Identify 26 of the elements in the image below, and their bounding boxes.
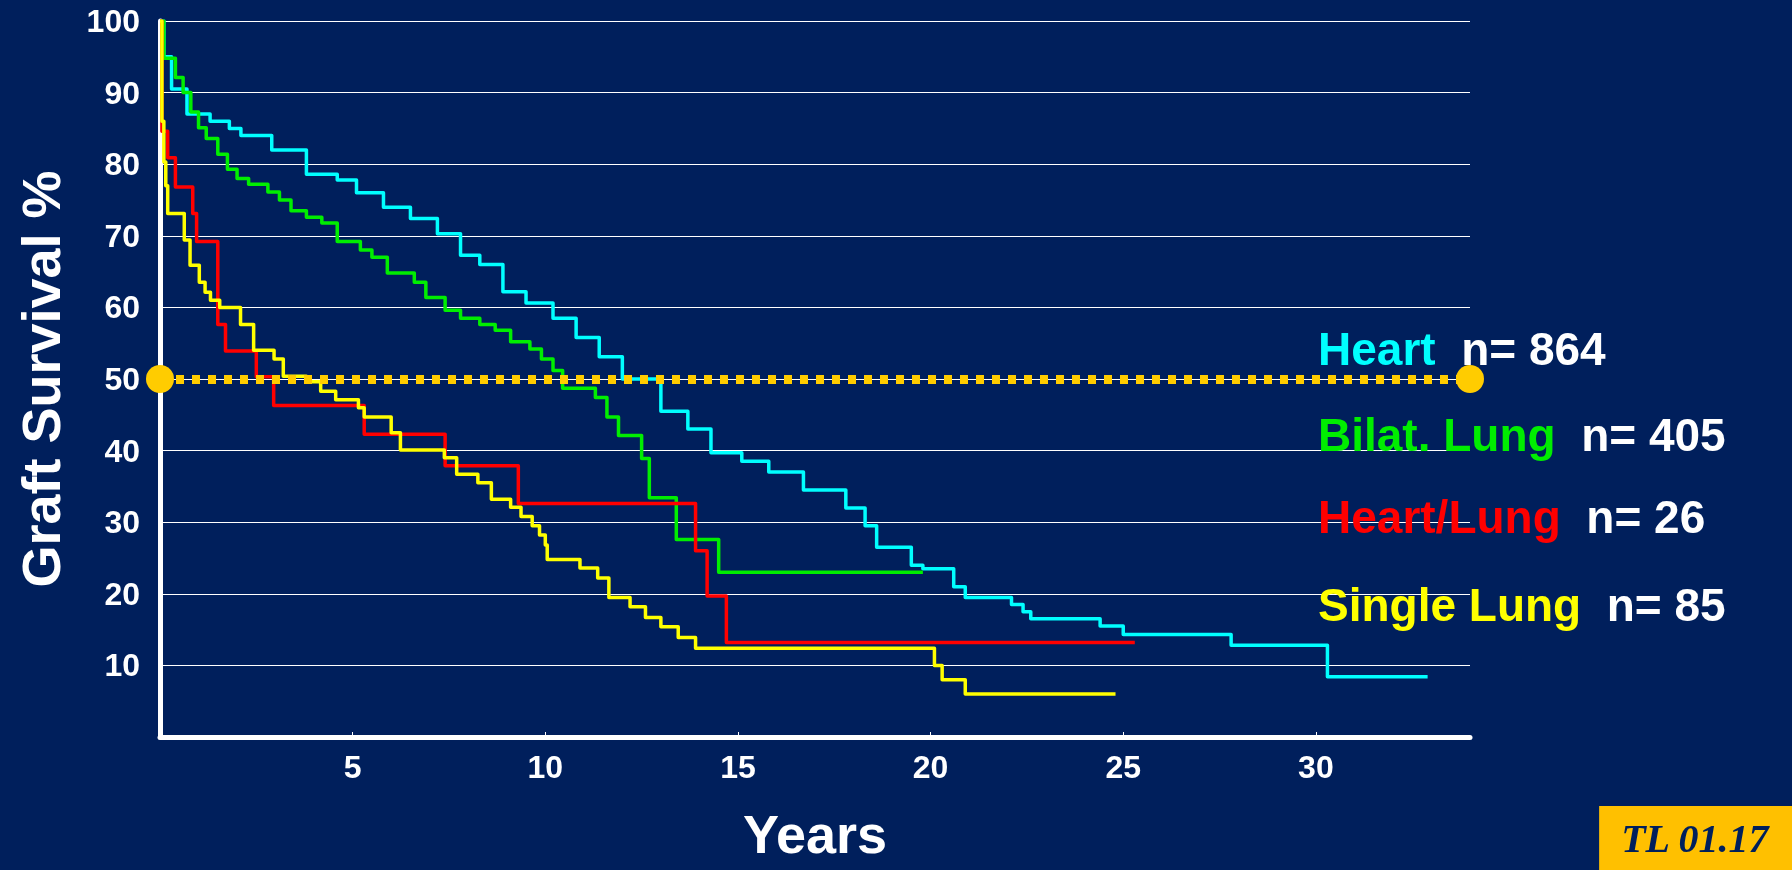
- x-axis-title: Years: [742, 804, 888, 864]
- y-tick-label: 60: [104, 289, 140, 326]
- x-tick-label: 30: [1298, 749, 1334, 785]
- y-tick-label: 30: [104, 504, 140, 541]
- text: n= 85: [1581, 579, 1726, 631]
- y-axis-title: Graft Survival %: [11, 170, 71, 588]
- y-tick-label: 70: [104, 217, 140, 254]
- text: Single Lung: [1318, 579, 1582, 631]
- x-tick-label: 15: [720, 749, 756, 785]
- y-tick-label: 90: [104, 74, 140, 111]
- y-tick-label: 10: [104, 647, 140, 684]
- x-tick-label: 5: [343, 749, 362, 785]
- y-tick-label: 100: [86, 3, 140, 39]
- y-tick-label: 20: [104, 575, 140, 612]
- text: Bilat. Lung: [1318, 409, 1556, 461]
- x-tick-label: 20: [912, 749, 949, 785]
- y-tick-label: 80: [104, 146, 140, 183]
- x-tick-label: 10: [527, 749, 564, 785]
- x-tick-label: 25: [1105, 749, 1142, 785]
- text: TL 01.17: [1621, 815, 1771, 861]
- y-tick-label: 40: [104, 432, 140, 469]
- annotation: n= 864: [1435, 323, 1607, 375]
- y-tick-label: 50: [104, 361, 140, 397]
- text: n= 405: [1555, 409, 1726, 461]
- text: Heart: [1318, 323, 1436, 375]
- text: n= 26: [1560, 491, 1706, 543]
